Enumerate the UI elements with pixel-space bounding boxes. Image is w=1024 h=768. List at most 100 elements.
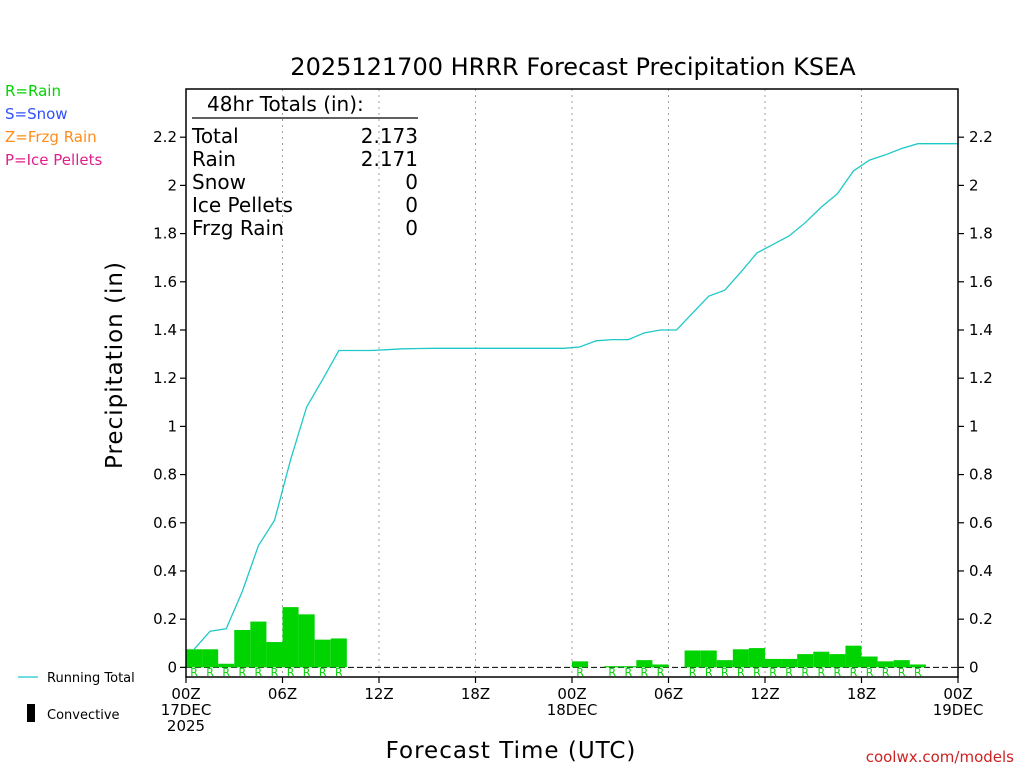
- totals-row-label: Rain: [192, 147, 236, 171]
- rain-marker: R: [303, 666, 311, 679]
- rain-bar: [781, 658, 798, 668]
- y-tick-label-right: 0: [969, 658, 979, 676]
- y-tick-label-left: 1.4: [153, 321, 177, 339]
- rain-bar: [829, 654, 846, 668]
- y-tick-label-left: 1.2: [153, 369, 177, 387]
- rain-bar: [218, 663, 235, 668]
- rain-bar: [732, 649, 749, 668]
- rain-bar: [186, 649, 203, 668]
- rain-bar: [620, 666, 637, 668]
- rain-bar: [250, 621, 267, 668]
- rain-marker: R: [190, 666, 198, 679]
- rain-bar: [893, 660, 910, 668]
- rain-bar: [234, 630, 251, 668]
- rain-marker: R: [785, 666, 793, 679]
- rain-marker: R: [641, 666, 649, 679]
- rain-marker: R: [287, 666, 295, 679]
- totals-rows: Total 2.173 Rain 2.171 Snow 0 Ice Pellets 0 Frzg…: [191, 124, 418, 240]
- y-tick-label-left: 0: [167, 658, 177, 676]
- rain-marker: R: [657, 666, 665, 679]
- y-tick-label-right: 0.8: [969, 466, 993, 484]
- totals-row-label: Total: [191, 124, 239, 148]
- rain-bar: [314, 639, 331, 668]
- rain-bar: [572, 661, 589, 668]
- rain-bar: [298, 614, 315, 668]
- convective-swatch: [27, 704, 35, 722]
- rain-marker: R: [866, 666, 874, 679]
- rain-bar: [202, 649, 219, 668]
- rain-bar: [266, 642, 283, 668]
- y-tick-label-right: 0.4: [969, 562, 993, 580]
- y-tick-label-left: 0.8: [153, 466, 177, 484]
- y-tick-label-left: 1: [167, 417, 177, 435]
- running-total-line: [193, 143, 958, 650]
- y-tick-label-right: 2: [969, 176, 979, 194]
- rain-marker: R: [608, 666, 616, 679]
- totals-box: 48hr Totals (in): Total 2.173 Rain 2.171 Sno…: [191, 92, 418, 240]
- x-tick-label: 2025: [167, 717, 205, 735]
- x-tick-label: 19DEC: [933, 701, 984, 719]
- rain-bar: [797, 654, 814, 668]
- x-tick-label: 17DEC: [161, 701, 212, 719]
- x-tick-label: 06Z: [654, 685, 683, 703]
- rain-bar: [652, 664, 669, 668]
- y-tick-label-right: 1.6: [969, 273, 993, 291]
- rain-bar: [813, 651, 830, 668]
- rain-marker: R: [271, 666, 279, 679]
- vertical-grid: [282, 89, 862, 677]
- rain-marker: R: [319, 666, 327, 679]
- rain-marker: R: [850, 666, 858, 679]
- totals-row-label: Ice Pellets: [192, 193, 293, 217]
- y-tick-label-right: 1.4: [969, 321, 993, 339]
- totals-row-value: 2.171: [361, 147, 418, 171]
- y-tick-label-right: 1.2: [969, 369, 993, 387]
- rain-bar: [636, 660, 653, 668]
- precip-type-legend-item: S=Snow: [5, 105, 68, 123]
- y-tick-label-right: 1.8: [969, 225, 993, 243]
- totals-row-value: 2.173: [361, 124, 418, 148]
- running-total-legend-label: Running Total: [47, 671, 135, 686]
- precip-type-legend-item: P=Ice Pellets: [5, 151, 103, 169]
- rain-marker: R: [689, 666, 697, 679]
- rain-marker: R: [255, 666, 263, 679]
- x-tick-label: 00Z: [171, 685, 200, 703]
- x-tick-label: 18DEC: [547, 701, 598, 719]
- x-tick-label: 18Z: [461, 685, 490, 703]
- rain-bars: [186, 607, 926, 668]
- rain-marker: R: [335, 666, 343, 679]
- x-axis-label: Forecast Time (UTC): [386, 738, 637, 764]
- rain-bar: [877, 661, 894, 668]
- chart-title: 2025121700 HRRR Forecast Precipitation K…: [290, 53, 856, 81]
- rain-bar: [700, 650, 717, 668]
- y-tick-label-right: 1: [969, 417, 979, 435]
- x-tick-label: 12Z: [750, 685, 779, 703]
- x-tick-label: 00Z: [943, 685, 972, 703]
- y-tick-label-left: 2.2: [153, 128, 177, 146]
- rain-marker: R: [721, 666, 729, 679]
- rain-marker: R: [705, 666, 713, 679]
- rain-bar: [282, 607, 299, 668]
- rain-bar: [748, 648, 765, 668]
- rain-bar: [684, 650, 701, 668]
- totals-row-value: 0: [405, 170, 418, 194]
- totals-row-label: Snow: [192, 170, 246, 194]
- x-tick-label: 12Z: [364, 685, 393, 703]
- rain-marker: R: [737, 666, 745, 679]
- rain-bar: [909, 664, 926, 668]
- y-tick-label-left: 1.6: [153, 273, 177, 291]
- rain-marker: R: [222, 666, 230, 679]
- rain-marker: R: [817, 666, 825, 679]
- rain-marker: R: [576, 666, 584, 679]
- y-tick-label-right: 2.2: [969, 128, 993, 146]
- y-tick-label-right: 0.2: [969, 610, 993, 628]
- rain-bar: [604, 666, 621, 668]
- convective-legend-label: Convective: [47, 708, 120, 723]
- totals-row-value: 0: [405, 216, 418, 240]
- y-tick-label-left: 0.2: [153, 610, 177, 628]
- precip-type-legend-item: R=Rain: [5, 82, 61, 100]
- precip-type-legend-item: Z=Frzg Rain: [5, 128, 97, 146]
- rain-marker: R: [914, 666, 922, 679]
- rain-marker: R: [206, 666, 214, 679]
